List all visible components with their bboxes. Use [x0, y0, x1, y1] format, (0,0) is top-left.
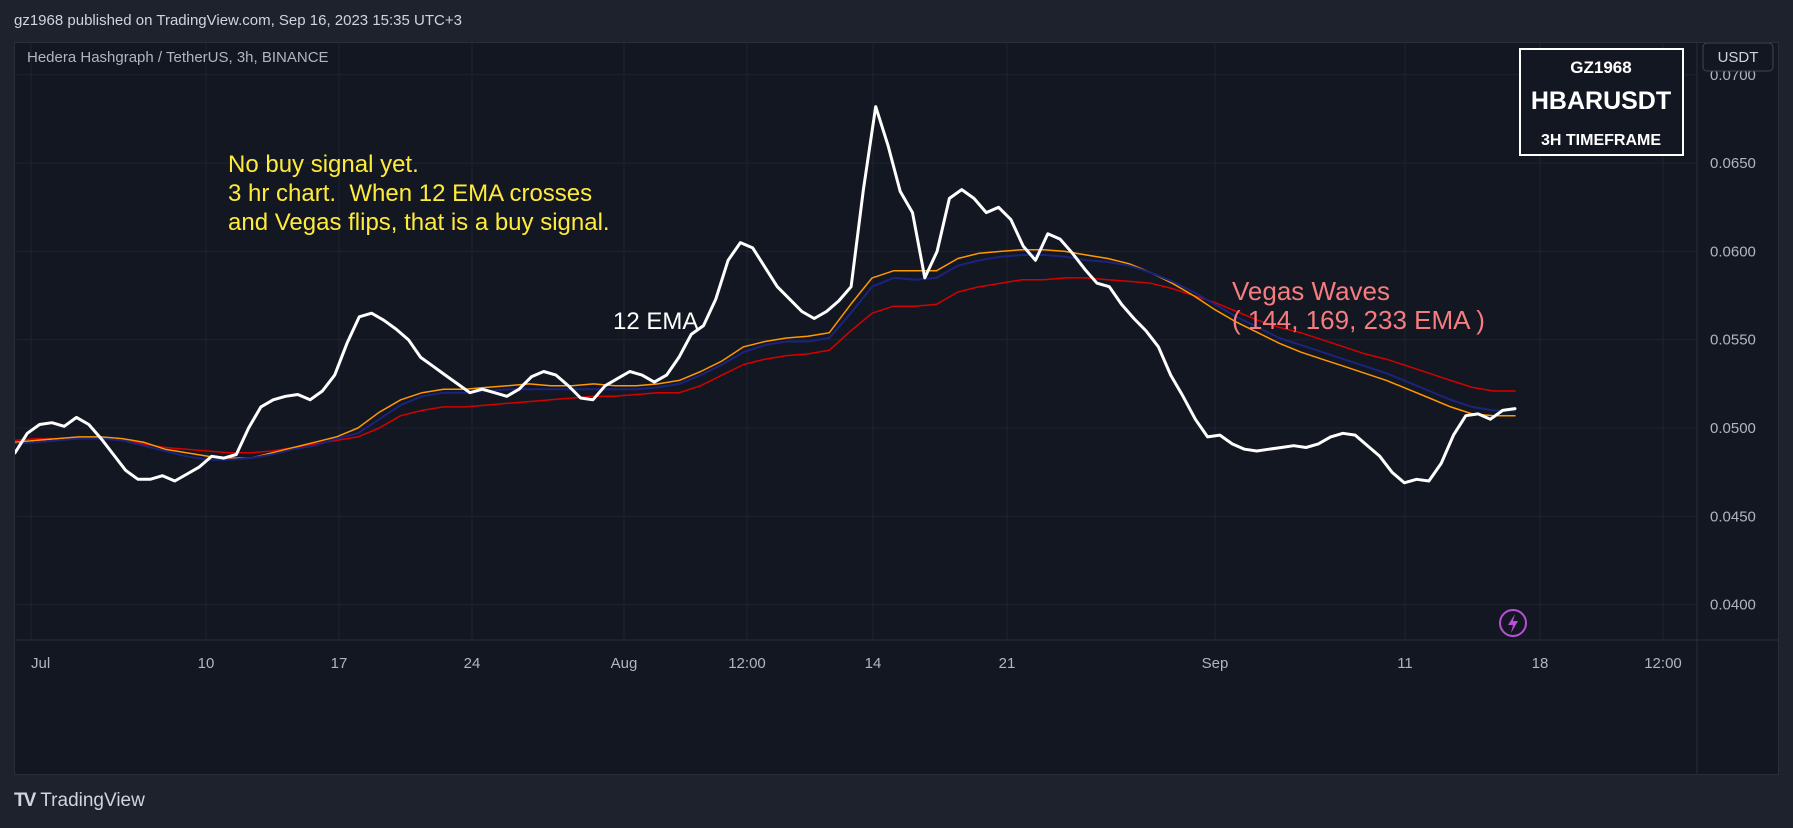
- ema12-line: [15, 105, 1517, 485]
- vegas-waves-line-1: Vegas Waves: [1232, 276, 1390, 306]
- buy-signal-note-line-2: 3 hr chart. When 12 EMA crosses: [228, 180, 592, 207]
- price-chart[interactable]: 0.07000.06500.06000.05500.05000.04500.04…: [15, 43, 1778, 774]
- vegas-waves-note[interactable]: Vegas Waves ( 144, 169, 233 EMA ): [1232, 276, 1485, 335]
- y-tick-label: 0.0400: [1710, 597, 1756, 614]
- buy-signal-note-line-3: and Vegas flips, that is a buy signal.: [228, 209, 610, 236]
- price-axis[interactable]: 0.07000.06500.06000.05500.05000.04500.04…: [1710, 67, 1756, 614]
- ema144-line: [15, 248, 1516, 459]
- tradingview-brand[interactable]: TV TradingView: [14, 790, 145, 812]
- x-tick-label: 11: [1397, 655, 1413, 672]
- annotation-box[interactable]: GZ1968 HBARUSDT 3H TIMEFRAME: [1519, 48, 1684, 156]
- ema169-line: [15, 254, 1516, 461]
- tradingview-logo-icon: TV: [14, 790, 36, 811]
- currency-button[interactable]: USDT: [1702, 43, 1774, 72]
- vegas-waves-line-2: ( 144, 169, 233 EMA ): [1232, 305, 1485, 335]
- x-tick-label: 10: [198, 655, 215, 672]
- annotation-timeframe: 3H TIMEFRAME: [1541, 132, 1661, 149]
- buy-signal-note-line-1: No buy signal yet.: [228, 151, 419, 178]
- x-tick-label: 12:00: [1644, 655, 1682, 672]
- x-tick-label: Aug: [611, 655, 638, 672]
- x-tick-label: Sep: [1202, 655, 1229, 672]
- grid: [15, 43, 1697, 640]
- x-tick-label: 18: [1532, 655, 1549, 672]
- x-tick-label: Jul: [31, 655, 50, 672]
- publisher-line: gz1968 published on TradingView.com, Sep…: [14, 12, 462, 29]
- lightning-icon[interactable]: [1499, 609, 1527, 637]
- x-tick-label: 12:00: [728, 655, 766, 672]
- x-tick-label: 21: [999, 655, 1016, 672]
- symbol-title: Hedera Hashgraph / TetherUS, 3h, BINANCE: [27, 49, 329, 66]
- ema12-label[interactable]: 12 EMA: [613, 308, 698, 335]
- ema233-line: [15, 277, 1516, 454]
- x-tick-label: 14: [865, 655, 882, 672]
- buy-signal-note[interactable]: No buy signal yet. 3 hr chart. When 12 E…: [228, 151, 610, 236]
- brand-name: TradingView: [40, 790, 145, 811]
- chart-panel[interactable]: 0.0700 0.0650 0.0600 0.0550 0.0500 0.0450 0.04…: [14, 42, 1779, 775]
- annotation-author: GZ1968: [1570, 58, 1631, 77]
- x-tick-label: 24: [464, 655, 481, 672]
- time-axis[interactable]: Jul 10 17 24 Aug 12:00 14 21 Sep 11 18 12:00: [31, 655, 1682, 672]
- y-tick-label: 0.0450: [1710, 508, 1756, 525]
- annotation-symbol: HBARUSDT: [1531, 87, 1671, 115]
- y-tick-label: 0.0600: [1710, 243, 1756, 260]
- y-tick-label: 0.0500: [1710, 420, 1756, 437]
- y-tick-label: 0.0550: [1710, 332, 1756, 349]
- y-tick-label: 0.0650: [1710, 155, 1756, 172]
- x-tick-label: 17: [331, 655, 348, 672]
- series-lines: [15, 105, 1517, 485]
- currency-button-label: USDT: [1718, 49, 1759, 66]
